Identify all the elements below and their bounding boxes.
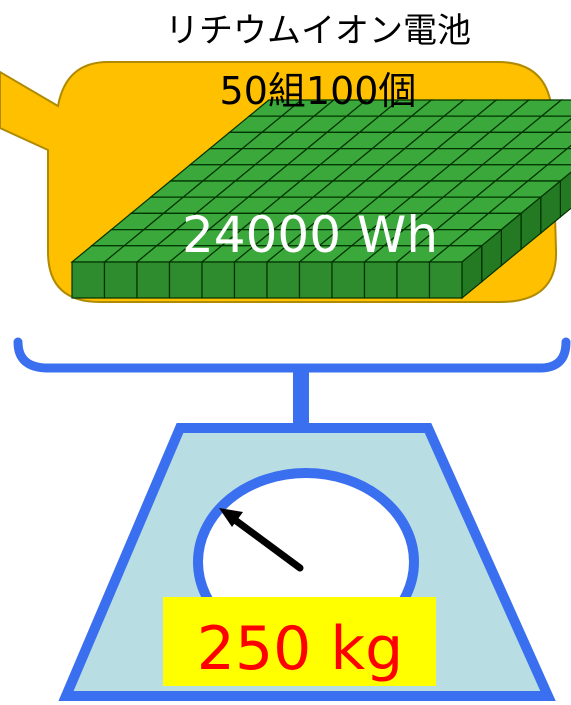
- battery-cell: [105, 262, 138, 298]
- battery-count-label: 50組100個: [220, 69, 417, 113]
- scale-tray: [18, 342, 566, 368]
- battery-cell: [202, 262, 235, 298]
- weight-label: 250 kg: [197, 614, 403, 684]
- battery-cell: [72, 262, 105, 298]
- scale-column: [293, 368, 309, 426]
- battery-cell: [300, 262, 333, 298]
- battery-cell: [365, 262, 398, 298]
- battery-type-label: リチウムイオン電池: [165, 11, 471, 51]
- battery-cell: [235, 262, 268, 298]
- battery-cell: [267, 262, 300, 298]
- energy-label: 24000 Wh: [182, 206, 438, 264]
- battery-cell: [137, 262, 170, 298]
- battery-cell: [430, 262, 463, 298]
- battery-cell: [397, 262, 430, 298]
- battery-cell: [332, 262, 365, 298]
- battery-cell: [170, 262, 203, 298]
